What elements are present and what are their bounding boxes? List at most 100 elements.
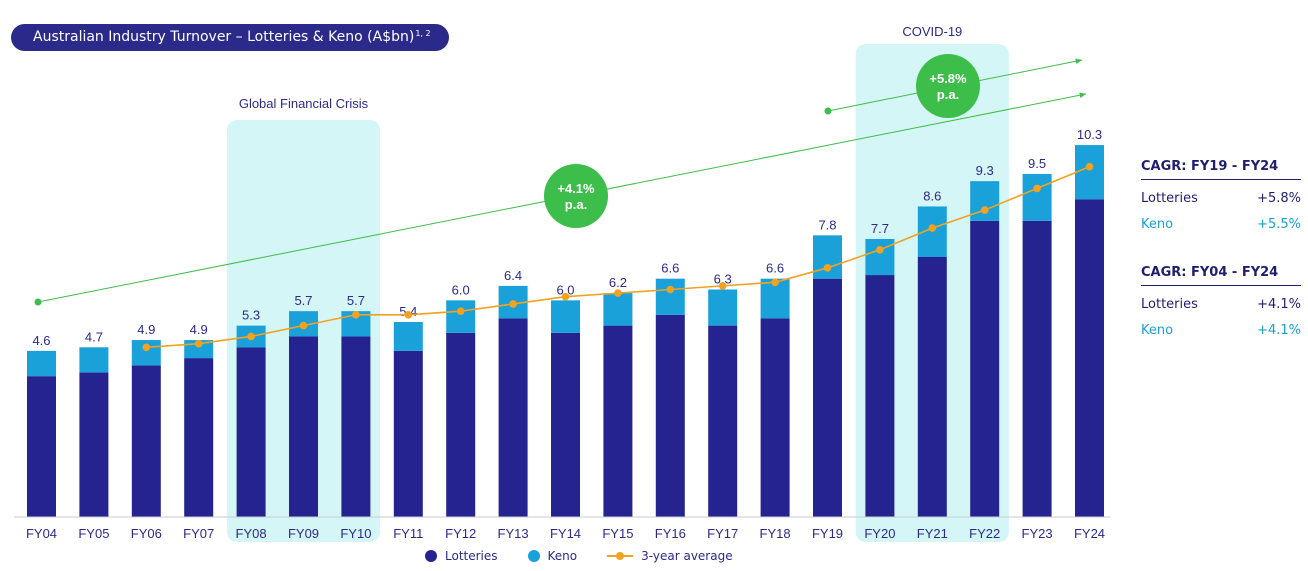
x-tick-label: FY16 — [655, 526, 686, 541]
legend-swatch-average — [607, 550, 634, 562]
x-tick-label: FY13 — [498, 526, 529, 541]
bar-total-label: 7.7 — [871, 221, 889, 236]
bar-keno — [708, 289, 738, 326]
x-tick-label: FY17 — [707, 526, 738, 541]
x-tick-label: FY24 — [1074, 526, 1105, 541]
cagr-table-fy04-fy24: CAGR: FY04 - FY24 Lotteries +4.1% Keno +4.… — [1141, 265, 1301, 344]
bar-total-label: 9.5 — [1028, 156, 1046, 171]
x-tick-label: FY18 — [760, 526, 791, 541]
cagr-label: Lotteries — [1141, 191, 1198, 206]
bar-total-label: 4.9 — [137, 322, 155, 337]
bar-lotteries — [917, 257, 947, 517]
average-point — [823, 264, 832, 272]
chart-title-footnote: 1, 2 — [415, 29, 431, 38]
x-tick-label: FY10 — [340, 526, 371, 541]
legend-item-keno: Keno — [527, 549, 578, 563]
average-point — [456, 307, 465, 315]
bar-lotteries — [813, 278, 842, 517]
x-tick-label: FY08 — [236, 526, 267, 541]
cagr-value: +5.5% — [1257, 217, 1301, 232]
trend-rate-label: p.a. — [565, 197, 587, 212]
cagr-label: Lotteries — [1141, 297, 1198, 312]
bar-lotteries — [289, 336, 318, 517]
average-point — [352, 310, 360, 319]
x-tick-label: FY20 — [864, 526, 895, 541]
cagr-label: Keno — [1141, 323, 1174, 338]
cagr-row-lotteries: Lotteries +5.8% — [1141, 186, 1301, 212]
bar-total-label: 6.0 — [556, 282, 574, 297]
average-point — [771, 278, 779, 287]
x-tick-label: FY04 — [26, 526, 57, 541]
bar-total-label: 6.6 — [766, 261, 784, 276]
bar-total-label: 7.8 — [818, 217, 836, 232]
bar-lotteries — [79, 372, 109, 517]
average-point — [194, 339, 203, 348]
bar-total-label: 6.3 — [714, 272, 732, 287]
cagr-row-keno: Keno +4.1% — [1141, 318, 1301, 344]
trend-rate-label: p.a. — [937, 87, 959, 102]
bar-lotteries — [551, 332, 580, 517]
bar-total-label: 8.6 — [923, 188, 941, 203]
chart-legend: Lotteries Keno 3-year average — [425, 549, 763, 563]
bar-keno — [970, 181, 1000, 221]
average-point — [876, 245, 884, 254]
legend-label: Keno — [547, 549, 578, 563]
bar-total-label: 9.3 — [976, 163, 994, 178]
bar-lotteries — [760, 318, 790, 517]
average-point — [509, 300, 517, 308]
bar-total-label: 4.6 — [32, 333, 50, 348]
bar-lotteries — [970, 220, 1000, 517]
bar-total-label: 5.3 — [242, 308, 260, 323]
trend-rate-label: +5.8% — [929, 71, 967, 86]
bar-total-label: 4.7 — [85, 329, 103, 344]
x-tick-label: FY21 — [917, 526, 948, 541]
bar-total-label: 6.4 — [504, 268, 522, 283]
x-tick-label: FY12 — [445, 526, 476, 541]
cagr-row-keno: Keno +5.5% — [1141, 212, 1301, 238]
bar-keno — [865, 238, 895, 276]
cagr-heading: CAGR: FY19 - FY24 — [1141, 159, 1301, 180]
bar-lotteries — [27, 376, 56, 517]
bar-lotteries — [865, 275, 895, 517]
cagr-value: +4.1% — [1257, 297, 1301, 312]
bar-keno — [446, 300, 476, 333]
x-tick-label: FY05 — [78, 526, 109, 541]
bar-total-label: 4.9 — [190, 322, 208, 337]
x-tick-label: FY07 — [183, 526, 214, 541]
trend-rate-badge — [916, 54, 980, 118]
bar-total-label: 10.3 — [1077, 127, 1102, 142]
average-point — [666, 285, 675, 294]
average-point — [404, 310, 413, 319]
bar-lotteries — [184, 358, 214, 517]
legend-item-lotteries: Lotteries — [425, 549, 498, 563]
legend-swatch-keno — [527, 550, 540, 562]
shaded-period-label: COVID-19 — [902, 24, 962, 39]
average-point — [561, 292, 570, 301]
x-tick-label: FY11 — [393, 526, 423, 541]
bar-keno — [27, 350, 56, 377]
legend-item-average: 3-year average — [607, 549, 733, 563]
bar-keno — [1075, 145, 1104, 200]
trend-start-point — [34, 298, 42, 306]
bar-keno — [603, 293, 633, 326]
bar-total-label: 6.0 — [452, 282, 470, 297]
x-tick-label: FY19 — [812, 526, 843, 541]
chart-title: Australian Industry Turnover – Lotteries… — [11, 24, 449, 51]
cagr-value: +4.1% — [1257, 323, 1301, 338]
average-point — [142, 343, 151, 352]
bar-lotteries — [236, 347, 266, 517]
average-point — [1085, 162, 1094, 171]
bar-total-label: 6.2 — [609, 275, 627, 290]
bar-lotteries — [708, 325, 738, 517]
trend-start-point — [824, 107, 832, 115]
x-tick-label: FY14 — [550, 526, 581, 541]
bar-keno — [551, 300, 580, 333]
bar-total-label: 6.6 — [661, 261, 679, 276]
bar-keno — [1022, 173, 1052, 221]
average-point — [718, 282, 727, 290]
x-tick-label: FY22 — [969, 526, 1000, 541]
average-point — [1033, 184, 1041, 193]
x-tick-label: FY06 — [131, 526, 162, 541]
bar-lotteries — [603, 325, 633, 517]
